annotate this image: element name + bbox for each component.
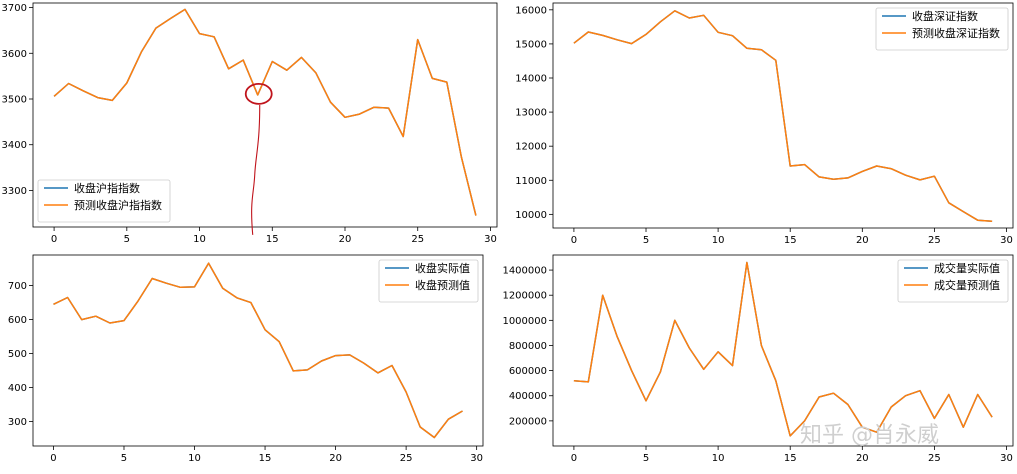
x-tick-label: 15	[784, 453, 797, 464]
y-tick-label: 1000000	[502, 316, 547, 327]
y-tick-label: 3500	[2, 95, 27, 106]
y-tick-label: 15000	[515, 39, 547, 50]
x-tick-label: 10	[188, 453, 201, 464]
x-tick-label: 25	[400, 453, 413, 464]
plot-frame	[32, 2, 498, 228]
x-tick-label: 20	[339, 234, 352, 245]
y-tick-label: 3400	[2, 140, 27, 151]
legend-label: 成交量实际值	[934, 261, 1000, 275]
plot-frame	[32, 254, 484, 447]
x-tick-label: 0	[571, 453, 577, 464]
x-tick-label: 20	[856, 235, 869, 246]
x-tick-label: 0	[50, 453, 56, 464]
y-tick-label: 700	[8, 281, 27, 292]
x-tick-label: 0	[571, 235, 577, 246]
x-tick-label: 0	[51, 234, 57, 245]
x-tick-label: 25	[928, 235, 941, 246]
y-tick-label: 11000	[515, 176, 547, 187]
y-tick-label: 400	[8, 383, 27, 394]
chart-panel-1: 0 5 10 15 20 25 30 3300 3400 3500 3600 3700 收盘沪指指数预测…	[2, 2, 498, 245]
series-line-predicted	[573, 261, 993, 437]
legend-label: 收盘实际值	[415, 261, 470, 275]
x-tick-label: 5	[643, 453, 649, 464]
plot-frame	[552, 2, 1014, 229]
x-tick-label: 30	[484, 234, 497, 245]
x-tick-label: 10	[712, 235, 725, 246]
legend-label: 预测收盘深证指数	[912, 26, 1000, 40]
series-line-predicted	[53, 262, 463, 439]
series-line-predicted	[573, 10, 993, 222]
legend-box	[897, 259, 1009, 303]
y-tick-label: 1400000	[502, 266, 547, 277]
x-tick-label: 25	[928, 453, 941, 464]
legend-box	[875, 7, 1009, 51]
y-tick-label: 12000	[515, 142, 547, 153]
x-tick-label: 15	[266, 234, 279, 245]
x-tick-label: 5	[121, 453, 127, 464]
annotation-arrow	[251, 104, 261, 235]
y-tick-label: 16000	[515, 5, 547, 16]
y-tick-label: 1200000	[502, 291, 547, 302]
y-tick-label: 3700	[2, 3, 27, 14]
legend-box	[37, 179, 171, 223]
y-tick-label: 200000	[509, 416, 547, 427]
chart-panel-2: 0 5 10 15 20 25 30 10000 11000 12000 13000 14000 150…	[515, 2, 1014, 246]
x-tick-label: 30	[1000, 235, 1013, 246]
annotation-circle	[244, 82, 273, 105]
y-tick-label: 500	[8, 349, 27, 360]
x-tick-label: 20	[856, 453, 869, 464]
legend-label: 收盘预测值	[415, 278, 470, 292]
y-tick-label: 3300	[2, 186, 27, 197]
chart-panel-4: 0 5 10 15 20 25 30 200000 400000 600000 800000 1000…	[502, 254, 1014, 464]
x-tick-label: 25	[411, 234, 424, 245]
x-tick-label: 15	[784, 235, 797, 246]
y-tick-label: 600000	[509, 366, 547, 377]
x-tick-label: 30	[470, 453, 483, 464]
y-tick-label: 400000	[509, 391, 547, 402]
legend-label: 收盘沪指指数	[74, 181, 140, 195]
watermark-text: 知乎 @肖永威	[800, 423, 939, 448]
legend-label: 成交量预测值	[934, 278, 1000, 292]
series-line-predicted	[53, 8, 477, 216]
x-tick-label: 5	[643, 235, 649, 246]
x-tick-label: 5	[124, 234, 130, 245]
x-tick-label: 30	[1000, 453, 1013, 464]
legend-label: 收盘深证指数	[912, 9, 978, 23]
y-tick-label: 800000	[509, 341, 547, 352]
y-tick-label: 300	[8, 417, 27, 428]
y-tick-label: 14000	[515, 74, 547, 85]
legend-box	[378, 259, 479, 303]
x-tick-label: 10	[193, 234, 206, 245]
y-tick-label: 3600	[2, 49, 27, 60]
y-tick-label: 13000	[515, 108, 547, 119]
y-tick-label: 10000	[515, 210, 547, 221]
x-tick-label: 10	[712, 453, 725, 464]
plot-frame	[552, 254, 1014, 447]
x-tick-label: 15	[259, 453, 272, 464]
x-tick-label: 20	[329, 453, 342, 464]
y-tick-label: 600	[8, 315, 27, 326]
legend-label: 预测收盘沪指指数	[74, 198, 162, 212]
